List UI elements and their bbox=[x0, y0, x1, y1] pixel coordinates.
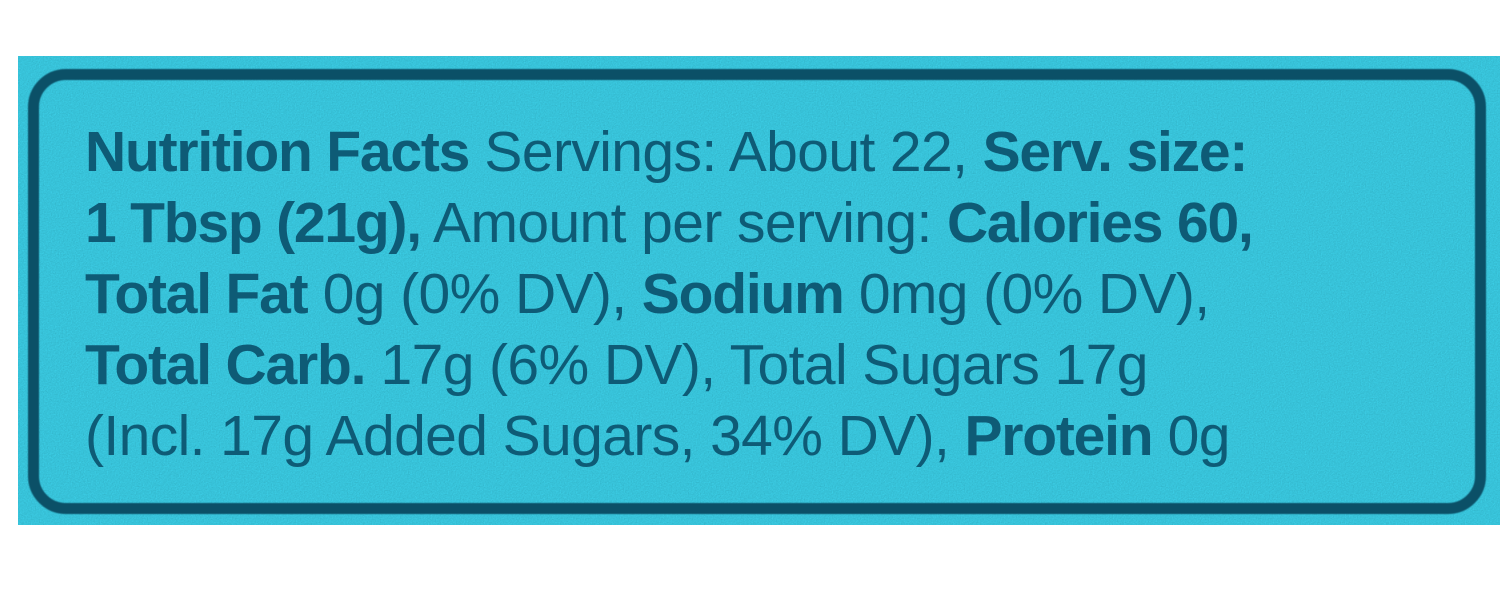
bold-text-segment: Sodium bbox=[641, 262, 845, 326]
text-segment: Amount per serving: bbox=[420, 191, 947, 255]
label-border bbox=[28, 69, 1486, 514]
bold-text-segment: Total Carb. bbox=[85, 333, 366, 397]
text-segment: 0mg (0% DV), bbox=[843, 262, 1210, 326]
bold-text-segment: Protein bbox=[964, 404, 1153, 468]
bold-text-segment: Nutrition Facts bbox=[85, 120, 470, 184]
nutrition-label-photo: Nutrition Facts Servings: About 22, Serv… bbox=[18, 56, 1500, 525]
text-segment: 17g (6% DV), Total Sugars 17g bbox=[365, 333, 1149, 397]
nutrition-text-line: (Incl. 17g Added Sugars, 34% DV), Protei… bbox=[85, 401, 1465, 472]
nutrition-text-line: 1 Tbsp (21g), Amount per serving: Calori… bbox=[85, 188, 1465, 259]
nutrition-text-line: Nutrition Facts Servings: About 22, Serv… bbox=[85, 117, 1465, 188]
bold-text-segment: Serv. size: bbox=[982, 120, 1249, 184]
bold-text-segment: Calories 60, bbox=[946, 191, 1254, 255]
text-segment: 0g bbox=[1152, 404, 1231, 468]
nutrition-text-line: Total Fat 0g (0% DV), Sodium 0mg (0% DV)… bbox=[85, 259, 1465, 330]
nutrition-text-line: Total Carb. 17g (6% DV), Total Sugars 17… bbox=[85, 330, 1465, 401]
text-segment: 0g (0% DV), bbox=[307, 262, 642, 326]
text-segment: (Incl. 17g Added Sugars, 34% DV), bbox=[85, 404, 965, 468]
nutrition-text: Nutrition Facts Servings: About 22, Serv… bbox=[85, 117, 1465, 472]
bold-text-segment: Total Fat bbox=[85, 262, 309, 326]
bold-text-segment: 1 Tbsp (21g), bbox=[85, 191, 422, 255]
text-segment: Servings: About 22, bbox=[469, 120, 983, 184]
